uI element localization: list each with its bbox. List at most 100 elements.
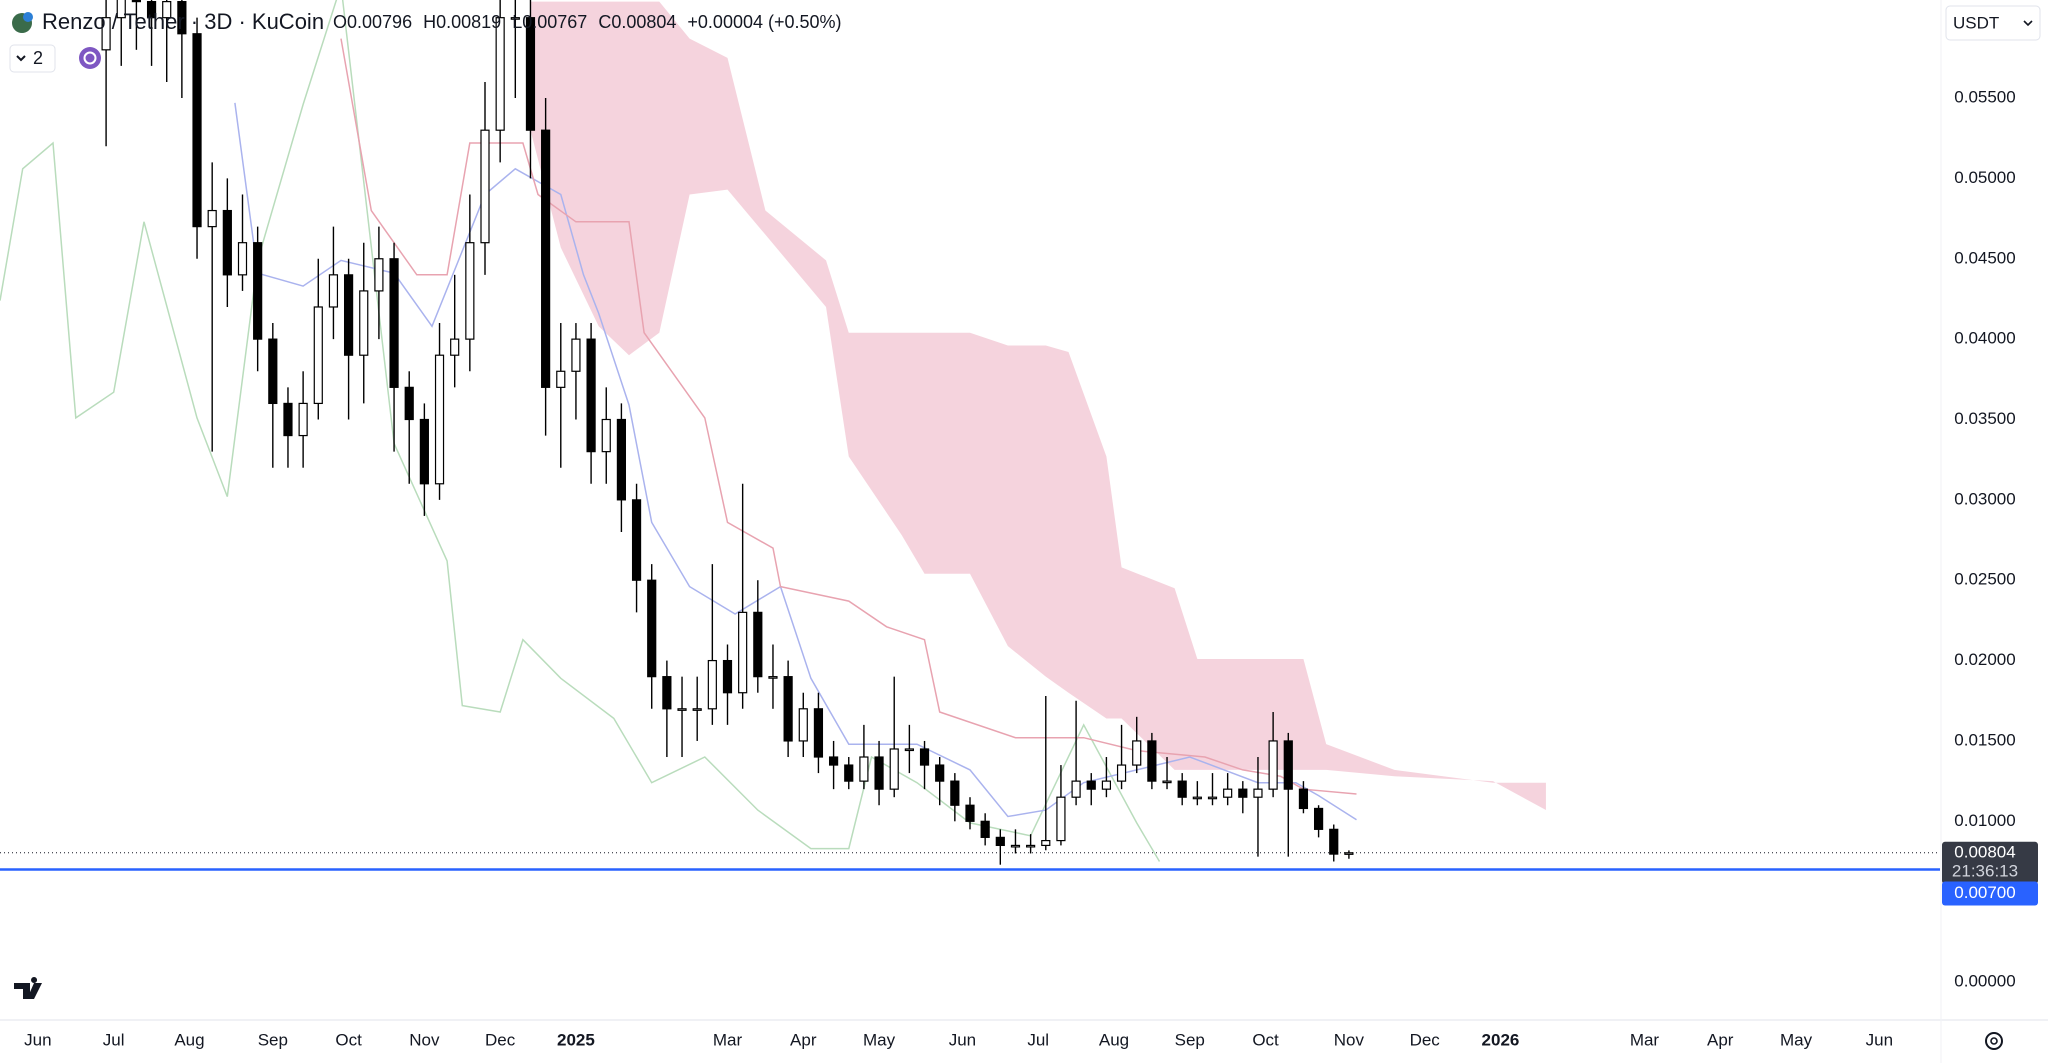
candle-body (1207, 796, 1218, 800)
candle-body (1071, 780, 1081, 798)
candle-body (374, 258, 384, 292)
candle-body (1192, 796, 1202, 800)
high-value: 0.00819 (436, 12, 501, 32)
candle-body (828, 756, 839, 766)
candle-body (404, 386, 414, 421)
countdown-label: 21:36:13 (1952, 861, 2018, 880)
x-tick-label: 2025 (557, 1030, 595, 1049)
x-tick-label: Jun (1866, 1030, 1893, 1049)
x-tick-label: Sep (1175, 1030, 1205, 1049)
candle-body (1329, 828, 1339, 855)
indicator-count: 2 (33, 48, 43, 68)
candle-body (904, 748, 914, 752)
candle-body (116, 0, 126, 19)
candle-body (768, 676, 778, 679)
legend-header: Renzo / Tether · 3D · KuCoin O0.00796 H0… (9, 9, 842, 73)
candle-body (616, 418, 627, 501)
dropdown-chevron (2023, 20, 2033, 27)
candle-body (1056, 796, 1066, 842)
x-tick-label: Dec (1410, 1030, 1441, 1049)
symbol-title[interactable]: Renzo / Tether · 3D · KuCoin (42, 9, 324, 34)
candle-body (1253, 788, 1263, 798)
candle-body (131, 0, 142, 3)
candle-body (631, 499, 642, 581)
open-label: O (333, 12, 347, 32)
candle-body (389, 258, 399, 388)
x-tick-label: Oct (335, 1030, 362, 1049)
last-price-label: 0.00804 (1954, 842, 2015, 861)
axes: 0.00000 0.01000 0.01500 0.02000 0.02500 0.030… (24, 88, 2038, 1049)
candle-body (1101, 780, 1112, 790)
sync-icon (83, 51, 97, 65)
x-tick-label: May (863, 1030, 896, 1049)
ichimoku-cloud (530, 1, 1546, 811)
candle-body (874, 756, 884, 790)
close-label: C (598, 12, 611, 32)
candle-body (510, 17, 520, 20)
level-tag (1942, 881, 2038, 906)
candle-body (586, 338, 596, 453)
candle-body (753, 611, 763, 678)
x-tick-label: May (1780, 1030, 1813, 1049)
candle-body (1177, 780, 1187, 798)
candle-body (313, 306, 323, 405)
y-tick-label: 0.03000 (1954, 489, 2015, 508)
candle-body (162, 1, 172, 19)
candle-body (919, 748, 930, 766)
currency-dropdown[interactable] (1945, 5, 2041, 41)
candle-body (783, 676, 793, 742)
candle-body (1010, 844, 1021, 848)
candle-body (283, 402, 293, 437)
candle-body (450, 338, 460, 356)
candle-body (1162, 780, 1172, 784)
candle-body (950, 780, 960, 806)
candle-body (1116, 764, 1127, 782)
x-tick-label: Aug (1099, 1030, 1129, 1049)
candle-body (722, 659, 733, 694)
sync-button[interactable] (79, 47, 101, 69)
candle-body (1041, 839, 1051, 847)
candle-body (1313, 807, 1324, 830)
candle-body (1268, 740, 1278, 790)
candle-body (480, 129, 490, 244)
candle-body (965, 804, 975, 822)
candle-body (434, 354, 445, 485)
indicators-toggle[interactable] (9, 44, 56, 73)
candle-body (237, 242, 248, 276)
x-tick-label: Apr (790, 1030, 817, 1049)
x-tick-label: Mar (713, 1030, 743, 1049)
candle-body (980, 820, 990, 838)
settings-icon-center (1990, 1037, 1998, 1045)
level-label: 0.00700 (1954, 883, 2015, 902)
settings-button[interactable] (1985, 1032, 2003, 1050)
candle-body (1147, 740, 1157, 782)
currency-label: USDT (1953, 13, 1999, 32)
ohlc-legend: O0.00796 H0.00819 L0.00767 C0.00804 +0.0… (333, 12, 842, 32)
candle-body (662, 676, 672, 710)
candle-body (177, 1, 187, 35)
candle-body (1298, 788, 1309, 810)
x-tick-label: Mar (1630, 1030, 1660, 1049)
x-tick-label: Sep (258, 1030, 288, 1049)
candle-body (995, 836, 1005, 847)
candle-body (419, 418, 429, 485)
tv-logo[interactable] (14, 977, 42, 999)
candle-body (571, 338, 581, 372)
candle-body (253, 242, 263, 340)
low-value: 0.00767 (522, 12, 587, 32)
candle-body (1344, 852, 1354, 855)
close-value: 0.00804 (611, 12, 676, 32)
candle-body (813, 708, 824, 758)
candle-body (1132, 740, 1142, 766)
x-tick-label: Oct (1252, 1030, 1279, 1049)
y-tick-label: 0.03500 (1954, 409, 2015, 428)
candle-body (268, 338, 278, 405)
candle-body (525, 17, 536, 131)
last-price-tag (1942, 841, 2038, 884)
y-tick-label: 0.02500 (1954, 570, 2015, 589)
change: +0.00004 (+0.50%) (687, 12, 841, 32)
x-tick-label: 2026 (1482, 1030, 1520, 1049)
candle-body (677, 708, 687, 711)
y-tick-label: 0.05500 (1954, 88, 2015, 107)
